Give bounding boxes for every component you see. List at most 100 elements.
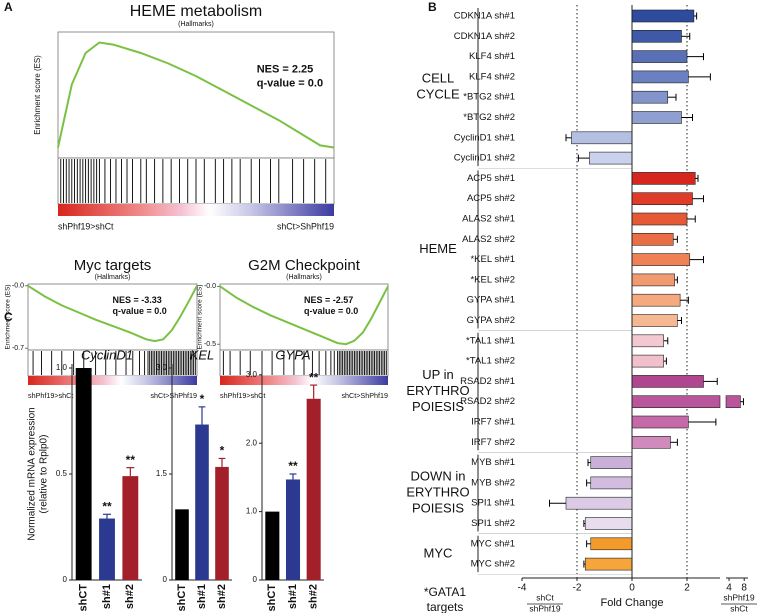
group-label: CELL (422, 70, 455, 85)
y-axis-label: Enrichment score (ES) (33, 55, 42, 135)
footnote: targets (427, 600, 464, 613)
group-label: ERYTHRO (406, 484, 469, 499)
annotation: q-value = 0.0 (304, 306, 358, 316)
row-label: GYPA sh#2 (467, 315, 515, 326)
significance: ** (288, 459, 298, 473)
x-tick-label: -2 (573, 583, 582, 594)
row-label: MYC sh#1 (471, 538, 515, 549)
row-label: CDKN1A sh#1 (454, 11, 515, 22)
row-label: KLF4 sh#1 (469, 51, 515, 62)
x-tick-label: sh#1 (196, 584, 208, 609)
row-label: *KEL sh#1 (470, 254, 515, 265)
bar (631, 70, 689, 84)
row-label: *KEL sh#2 (470, 274, 515, 285)
row-label: ALAS2 sh#2 (462, 234, 515, 245)
chart-title: CyclinD1 (81, 347, 133, 362)
significance: * (220, 444, 225, 458)
y-tick-label: 1.0 (56, 363, 68, 372)
row-label: *TAL1 sh#2 (466, 356, 515, 367)
row-label: MYB sh#2 (471, 477, 515, 488)
row-label: CyclinD1 sh#1 (454, 132, 515, 143)
x-tick-label: sh#2 (216, 584, 228, 609)
y-tick-label: -0.0 (12, 283, 24, 290)
annotation: q-value = 0.0 (257, 77, 323, 89)
rank-gradient (28, 376, 197, 385)
bar (590, 456, 633, 469)
group-label: MYC (424, 545, 453, 560)
fraction-top: shPhf19 (723, 592, 754, 602)
bar (584, 517, 633, 530)
annotation: NES = 2.25 (257, 64, 314, 76)
bar (584, 557, 633, 571)
bar (590, 537, 633, 551)
x2-tick-label: 4 (726, 583, 732, 594)
bar (631, 375, 704, 388)
bar (590, 476, 633, 490)
fraction-top: shCt (536, 592, 554, 602)
bar (631, 50, 688, 63)
row-label: ALAS2 sh#1 (462, 214, 515, 225)
row-label: KLF4 sh#2 (469, 71, 515, 82)
fraction-bottom: shPhf19 (529, 603, 560, 613)
bar (565, 496, 633, 510)
x-tick-label: sh#1 (101, 584, 113, 609)
right-label: shCt>ShPhf19 (277, 221, 334, 231)
significance: ** (126, 453, 136, 467)
bar (631, 314, 678, 327)
x-tick-label: -4 (518, 583, 527, 594)
plot-frame (57, 31, 335, 159)
bar (589, 151, 633, 165)
group-label: HEME (419, 241, 457, 256)
bar (631, 192, 693, 205)
bar (631, 172, 696, 185)
y-tick-label: 3.0 (156, 363, 168, 372)
bar (571, 131, 633, 145)
y-axis-label: Normalized mRNA expression (27, 407, 38, 540)
chart-title: KEL (190, 347, 215, 362)
annotation: NES = -2.57 (304, 295, 353, 305)
panel-label: B (428, 0, 437, 14)
enrichment-curve (27, 284, 198, 343)
left-label: shPhf19>shCt (28, 391, 73, 400)
chart-subtitle: (Hallmarks) (178, 21, 214, 28)
significance: ** (102, 499, 112, 513)
chart-title: HEME metabolism (130, 3, 262, 20)
panel-label: C (4, 310, 13, 324)
bar (195, 424, 209, 580)
row-label: *BTG2 sh#2 (463, 112, 515, 123)
row-label: *TAL1 sh#1 (466, 335, 515, 346)
row-label: IRF7 sh#1 (471, 417, 515, 428)
right-label: shCt>ShPhf19 (341, 391, 388, 400)
row-label: CyclinD1 sh#2 (454, 153, 515, 164)
enrichment-curve (57, 41, 335, 149)
row-label: IRF7 sh#2 (471, 437, 515, 448)
row-label: SPI1 sh#1 (471, 498, 515, 509)
y-tick-label: -0.0 (204, 283, 216, 290)
bar (631, 435, 671, 449)
y-tick-label: 0 (163, 575, 168, 584)
bar (306, 398, 321, 580)
footnote: *GATA1 (424, 585, 467, 599)
bar (175, 509, 189, 580)
enrichment-curve (219, 285, 389, 346)
rank-gradient (58, 204, 334, 216)
bar (631, 293, 681, 307)
x-tick-label: sh#2 (124, 584, 136, 609)
group-label: ERYTHRO (406, 383, 469, 398)
row-label: ACP5 sh#1 (467, 173, 515, 184)
group-label: UP in (422, 367, 454, 382)
x-tick-label: 2 (684, 583, 690, 594)
y-tick-label: 2.0 (246, 438, 258, 447)
y-tick-label: 1.5 (156, 469, 168, 478)
bar (631, 9, 695, 23)
x-tick-label: sh#2 (308, 584, 320, 609)
group-label: POIESIS (412, 399, 464, 414)
bar (631, 90, 669, 104)
group-label: POIESIS (412, 500, 464, 515)
bar (285, 479, 301, 580)
left-label: shPhf19>shCt (58, 221, 114, 231)
fraction-bottom: shCt (730, 603, 748, 613)
left-label: shPhf19>shCt (220, 391, 265, 400)
y-tick-label: 0 (253, 575, 258, 584)
